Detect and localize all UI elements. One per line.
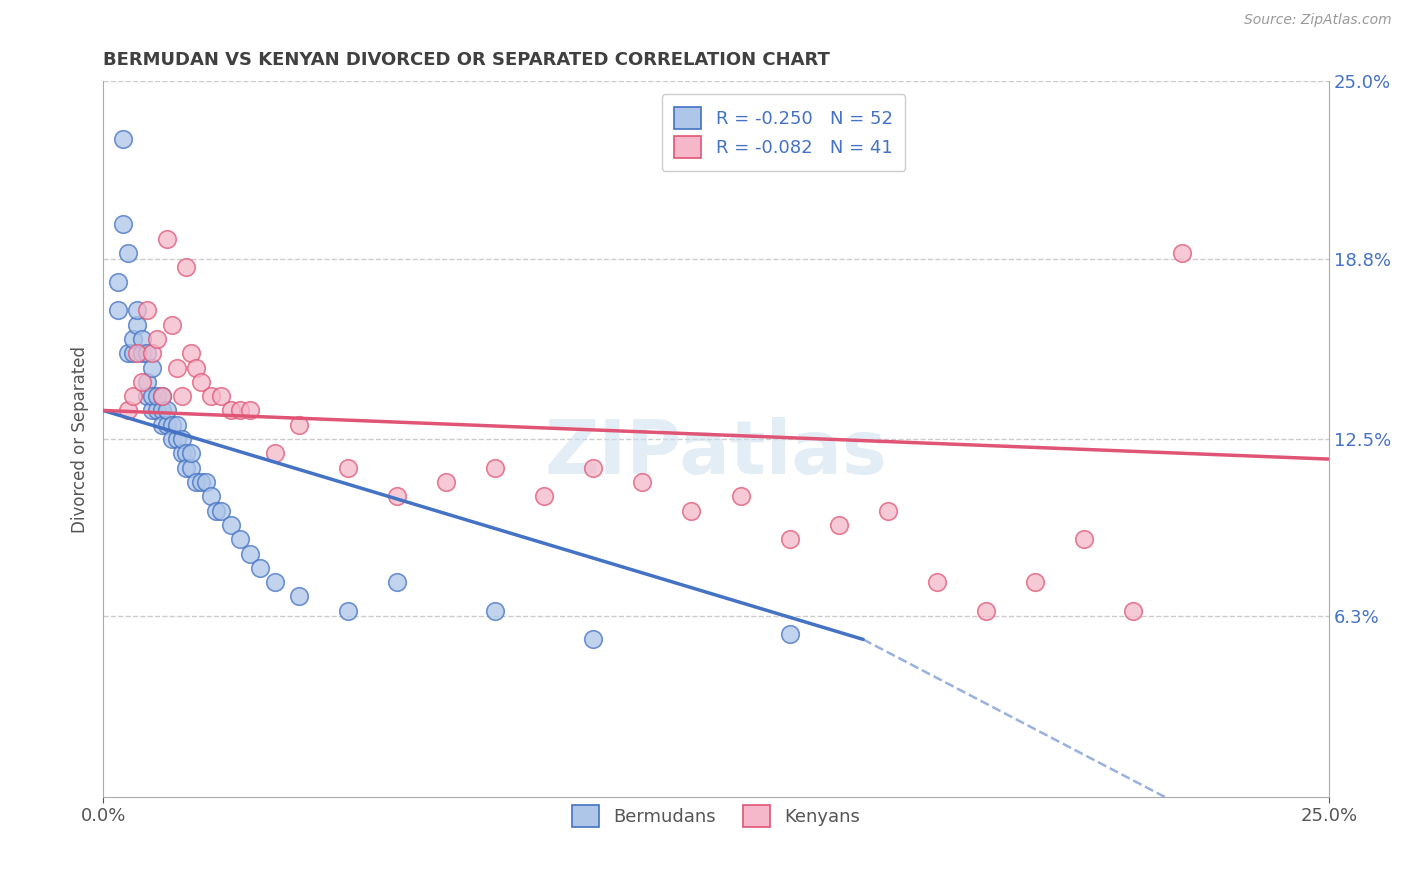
Point [190,375,212,389]
Point [166,417,188,432]
Point [200,389,222,403]
Point [136,375,159,389]
Point [484,460,506,475]
Point [1171,246,1194,260]
Point [190,475,212,489]
Point [387,575,409,590]
Point [166,432,188,446]
Y-axis label: Divorced or Separated: Divorced or Separated [72,345,89,533]
Point [121,346,143,360]
Point [533,489,555,503]
Point [127,318,149,332]
Point [1024,575,1046,590]
Point [170,432,193,446]
Point [160,417,183,432]
Legend: Bermudans, Kenyans: Bermudans, Kenyans [564,797,868,834]
Point [631,475,654,489]
Text: ZIPatlas: ZIPatlas [544,417,887,490]
Point [146,403,169,417]
Point [146,332,169,346]
Point [484,604,506,618]
Point [117,403,139,417]
Point [136,389,159,403]
Point [239,547,262,561]
Point [186,360,208,375]
Point [121,389,143,403]
Point [131,346,153,360]
Point [156,417,179,432]
Point [582,632,605,647]
Point [195,475,218,489]
Point [200,489,222,503]
Point [229,533,252,547]
Point [337,604,360,618]
Point [150,389,173,403]
Point [170,446,193,460]
Point [107,303,129,318]
Point [288,590,311,604]
Point [136,346,159,360]
Point [249,561,271,575]
Point [150,389,173,403]
Point [229,403,252,417]
Point [136,303,159,318]
Point [263,446,285,460]
Point [131,375,153,389]
Point [176,446,198,460]
Point [156,403,179,417]
Point [219,403,242,417]
Point [209,389,232,403]
Text: BERMUDAN VS KENYAN DIVORCED OR SEPARATED CORRELATION CHART: BERMUDAN VS KENYAN DIVORCED OR SEPARATED… [103,51,830,69]
Point [779,626,801,640]
Point [176,460,198,475]
Point [434,475,457,489]
Point [925,575,948,590]
Point [681,503,703,517]
Point [180,446,202,460]
Point [337,460,360,475]
Point [1073,533,1095,547]
Point [131,332,153,346]
Point [150,417,173,432]
Point [827,517,849,532]
Point [121,332,143,346]
Point [160,318,183,332]
Point [180,460,202,475]
Point [107,275,129,289]
Point [117,246,139,260]
Point [127,346,149,360]
Point [288,417,311,432]
Text: Source: ZipAtlas.com: Source: ZipAtlas.com [1244,13,1392,28]
Point [150,403,173,417]
Point [111,131,134,145]
Point [117,346,139,360]
Point [582,460,605,475]
Point [141,346,163,360]
Point [111,218,134,232]
Point [166,360,188,375]
Point [219,517,242,532]
Point [205,503,228,517]
Point [170,389,193,403]
Point [127,303,149,318]
Point [239,403,262,417]
Point [1122,604,1144,618]
Point [779,533,801,547]
Point [876,503,898,517]
Point [730,489,752,503]
Point [160,432,183,446]
Point [387,489,409,503]
Point [141,403,163,417]
Point [141,389,163,403]
Point [141,360,163,375]
Point [176,260,198,275]
Point [974,604,997,618]
Point [186,475,208,489]
Point [263,575,285,590]
Point [180,346,202,360]
Point [156,232,179,246]
Point [209,503,232,517]
Point [146,389,169,403]
